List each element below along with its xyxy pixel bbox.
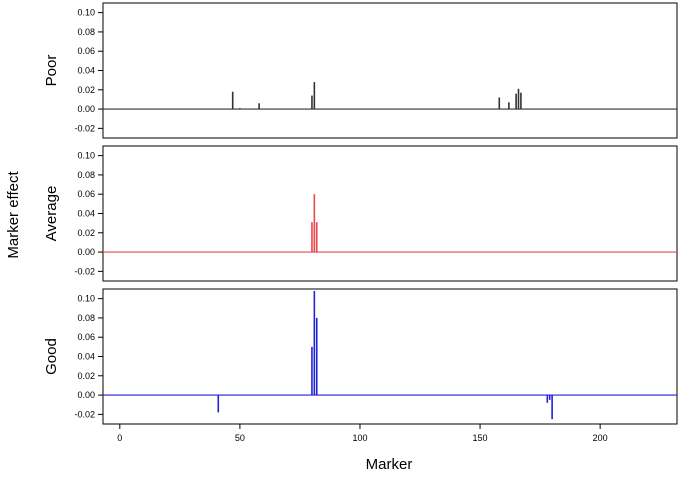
- y-tick-label: 0.04: [77, 66, 95, 76]
- panel-poor: -0.02 0.00 0.02 0.04 0.06 0.08 0.10 Poor: [43, 2, 678, 139]
- y-tick-label: 0.08: [77, 313, 95, 323]
- y-tick-label: 0.10: [77, 8, 95, 18]
- y-tick-label: 0.04: [77, 209, 95, 219]
- y-tick-label: 0.00: [77, 390, 95, 400]
- y-tick-label: 0.02: [77, 371, 95, 381]
- y-tick-label: 0.10: [77, 294, 95, 304]
- y-tick-label: 0.08: [77, 170, 95, 180]
- x-tick-label: 150: [473, 433, 488, 443]
- y-tick-label: 0.04: [77, 352, 95, 362]
- y-tick-label: 0.08: [77, 27, 95, 37]
- panel-label: Average: [43, 186, 60, 242]
- panel-average: -0.02 0.00 0.02 0.04 0.06 0.08 0.10 Average: [43, 145, 678, 282]
- panel-good: -0.02 0.00 0.02 0.04 0.06 0.08 0.10 Good: [43, 288, 678, 425]
- x-tick-label: 50: [235, 433, 245, 443]
- y-tick-label: 0.06: [77, 46, 95, 56]
- panel-frame: [102, 145, 678, 282]
- y-tick-label: -0.02: [74, 409, 95, 419]
- x-tick-label: 200: [593, 433, 608, 443]
- y-tick-label: 0.02: [77, 228, 95, 238]
- x-axis-title: Marker: [366, 456, 413, 473]
- y-tick-label: 0.06: [77, 189, 95, 199]
- y-tick-label: 0.06: [77, 332, 95, 342]
- y-tick-label: -0.02: [74, 123, 95, 133]
- y-tick-label: 0.00: [77, 104, 95, 114]
- panel-label: Poor: [43, 55, 60, 87]
- panel-frame: [102, 2, 678, 139]
- panel-label: Good: [43, 338, 60, 375]
- y-tick-label: 0.00: [77, 247, 95, 257]
- y-axis-title: Marker effect: [5, 171, 22, 259]
- y-tick-label: 0.10: [77, 151, 95, 161]
- y-tick-label: 0.02: [77, 85, 95, 95]
- panel-frame: [102, 288, 678, 425]
- x-tick-label: 100: [352, 433, 367, 443]
- x-tick-label: 0: [117, 433, 122, 443]
- y-tick-label: -0.02: [74, 266, 95, 276]
